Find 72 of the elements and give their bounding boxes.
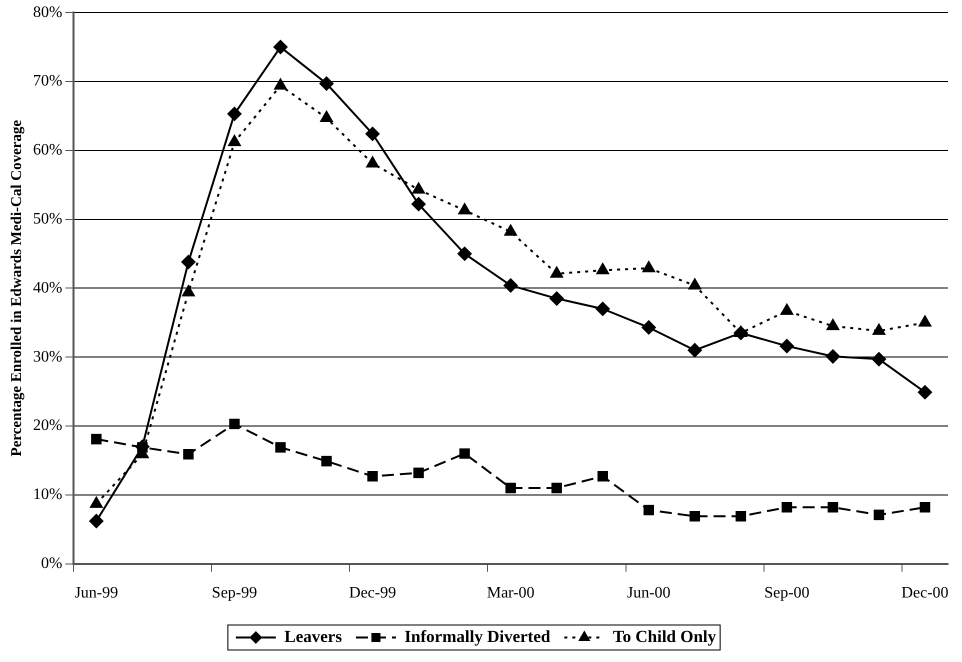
point — [275, 442, 286, 453]
point — [826, 349, 840, 364]
point — [504, 224, 517, 236]
point — [320, 111, 333, 122]
point — [874, 510, 884, 520]
point — [642, 261, 655, 272]
point — [780, 304, 794, 315]
point — [227, 106, 242, 121]
point — [918, 385, 932, 400]
y-axis-title: Percentage Enrolled in Edwards Medi-Cal Coverage — [8, 120, 25, 456]
x-tick-label: Jun-00 — [626, 584, 671, 602]
x-tick-label: Jun-99 — [74, 584, 118, 602]
point — [920, 502, 930, 513]
point — [458, 246, 472, 261]
point — [320, 76, 334, 91]
point — [597, 471, 608, 482]
legend-label: Leavers — [284, 626, 342, 646]
point — [274, 78, 287, 90]
point — [321, 456, 332, 466]
point — [826, 319, 840, 330]
y-tick-label: 10% — [33, 486, 62, 504]
point — [367, 471, 378, 482]
point — [780, 339, 794, 354]
point — [550, 266, 563, 278]
point — [736, 511, 746, 522]
point — [366, 156, 379, 168]
y-tick-label: 80% — [33, 4, 62, 21]
point — [273, 40, 288, 54]
point — [551, 482, 562, 494]
point — [596, 302, 610, 316]
y-tick-label: 50% — [33, 210, 62, 228]
legend-label: Informally Diverted — [404, 626, 551, 646]
point — [458, 203, 471, 214]
point — [596, 263, 609, 274]
point — [872, 352, 886, 366]
point — [782, 502, 792, 513]
point — [181, 255, 196, 270]
point — [872, 324, 886, 335]
x-tick-label: Mar-00 — [486, 584, 534, 602]
point — [412, 182, 425, 194]
point — [366, 126, 380, 141]
point — [504, 278, 518, 292]
y-tick-label: 60% — [33, 142, 62, 159]
x-tick-label: Sep-00 — [764, 584, 810, 602]
point — [505, 482, 516, 494]
point — [918, 316, 932, 327]
point — [229, 418, 240, 430]
point — [690, 511, 700, 522]
x-tick-label: Sep-99 — [212, 584, 258, 602]
point — [644, 504, 654, 516]
y-tick-label: 30% — [33, 348, 62, 366]
point — [642, 320, 656, 334]
legend-label: To Child Only — [612, 626, 717, 646]
x-tick-label: Dec-99 — [349, 584, 396, 602]
point — [688, 278, 701, 290]
point — [459, 448, 470, 459]
point — [183, 449, 194, 460]
point — [182, 285, 195, 296]
point — [550, 292, 564, 306]
point — [734, 326, 748, 340]
x-tick-label: Dec-00 — [901, 584, 949, 602]
y-tick-label: 20% — [33, 417, 62, 434]
point — [412, 197, 426, 212]
point — [828, 502, 838, 513]
point — [413, 468, 424, 478]
y-tick-label: 40% — [33, 279, 62, 296]
y-tick-label: 70% — [33, 72, 62, 90]
y-tick-label: 0% — [41, 555, 62, 572]
point — [91, 434, 102, 444]
point — [228, 135, 241, 146]
point — [688, 343, 702, 358]
point — [89, 514, 104, 528]
